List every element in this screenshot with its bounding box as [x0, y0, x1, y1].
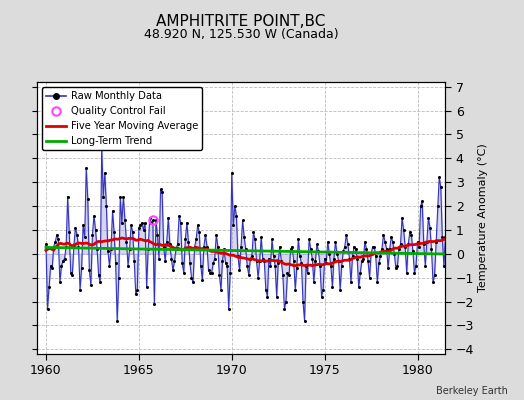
Y-axis label: Temperature Anomaly (°C): Temperature Anomaly (°C): [478, 144, 488, 292]
Legend: Raw Monthly Data, Quality Control Fail, Five Year Moving Average, Long-Term Tren: Raw Monthly Data, Quality Control Fail, …: [42, 87, 202, 150]
Text: Berkeley Earth: Berkeley Earth: [436, 386, 508, 396]
Text: 48.920 N, 125.530 W (Canada): 48.920 N, 125.530 W (Canada): [144, 28, 339, 41]
Text: AMPHITRITE POINT,BC: AMPHITRITE POINT,BC: [156, 14, 326, 29]
